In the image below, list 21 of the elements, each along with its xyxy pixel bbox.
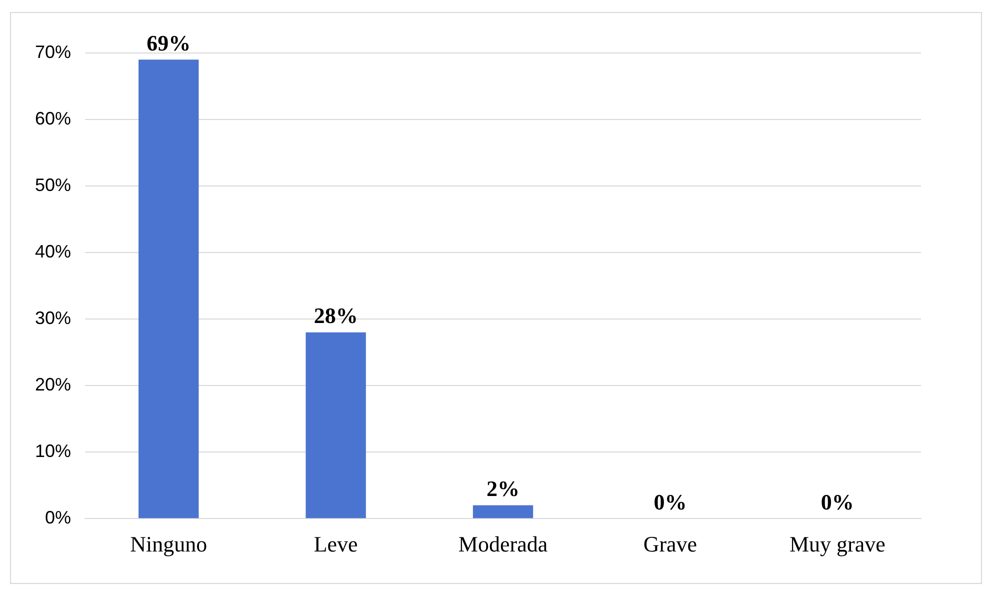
y-tick-label: 60% (34, 108, 72, 128)
y-tick-label: 50% (34, 174, 72, 195)
bar (138, 60, 199, 518)
y-tick-label: 0% (45, 508, 72, 528)
data-label: 0% (820, 489, 854, 514)
data-label: 28% (314, 303, 358, 328)
x-tick-label: Leve (314, 532, 358, 557)
y-tick-label: 20% (34, 374, 72, 395)
data-label: 2% (486, 476, 520, 501)
x-tick-label: Moderada (458, 532, 548, 557)
x-tick-label: Muy grave (789, 532, 886, 557)
bar (472, 505, 534, 518)
y-tick-label: 40% (34, 242, 72, 262)
x-tick-label: Ninguno (130, 532, 208, 557)
y-tick-label: 30% (34, 308, 72, 328)
data-label: 0% (654, 489, 687, 514)
x-tick-label: Grave (643, 532, 698, 557)
y-tick-label: 10% (34, 441, 72, 462)
y-tick-label: 70% (34, 42, 72, 62)
bar (306, 332, 366, 518)
data-label: 69% (146, 30, 191, 56)
